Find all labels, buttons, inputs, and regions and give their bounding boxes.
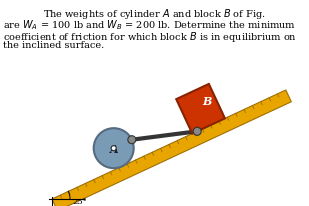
Circle shape [128, 136, 136, 144]
Polygon shape [176, 84, 225, 134]
Text: 25°: 25° [72, 197, 87, 205]
Circle shape [193, 128, 201, 136]
Circle shape [111, 146, 116, 151]
Text: are $W_A$ = 100 lb and $W_B$ = 200 lb. Determine the minimum: are $W_A$ = 100 lb and $W_B$ = 200 lb. D… [3, 18, 296, 32]
Text: A: A [109, 143, 118, 154]
Text: B: B [202, 96, 211, 107]
Text: The weights of cylinder $A$ and block $B$ of Fig.: The weights of cylinder $A$ and block $B… [43, 7, 265, 21]
Circle shape [94, 129, 134, 168]
Text: coefficient of friction for which block $B$ is in equilibrium on: coefficient of friction for which block … [3, 30, 297, 44]
Text: the inclined surface.: the inclined surface. [3, 41, 104, 50]
Polygon shape [52, 90, 291, 206]
Circle shape [111, 146, 116, 151]
